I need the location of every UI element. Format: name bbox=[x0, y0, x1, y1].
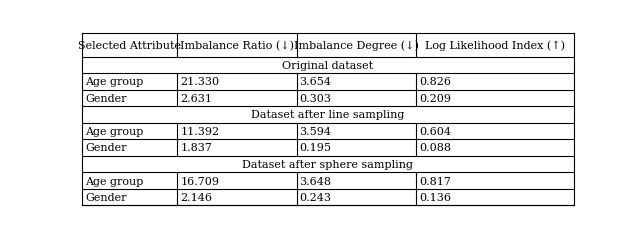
Text: 0.303: 0.303 bbox=[300, 94, 332, 104]
Text: 0.817: 0.817 bbox=[419, 176, 451, 186]
Text: Imbalance Ratio (↓): Imbalance Ratio (↓) bbox=[180, 40, 294, 51]
Text: Age group: Age group bbox=[86, 176, 144, 186]
Text: 1.837: 1.837 bbox=[180, 143, 212, 153]
Text: 0.209: 0.209 bbox=[419, 94, 451, 104]
Text: 0.088: 0.088 bbox=[419, 143, 451, 153]
Text: 0.826: 0.826 bbox=[419, 77, 451, 87]
Text: 2.146: 2.146 bbox=[180, 192, 212, 202]
Text: 11.392: 11.392 bbox=[180, 126, 220, 136]
Text: 3.648: 3.648 bbox=[300, 176, 332, 186]
Text: Age group: Age group bbox=[86, 126, 144, 136]
Text: 21.330: 21.330 bbox=[180, 77, 220, 87]
Text: Age group: Age group bbox=[86, 77, 144, 87]
Text: 0.243: 0.243 bbox=[300, 192, 332, 202]
Text: 3.594: 3.594 bbox=[300, 126, 332, 136]
Text: 3.654: 3.654 bbox=[300, 77, 332, 87]
Text: 0.136: 0.136 bbox=[419, 192, 451, 202]
Text: 2.631: 2.631 bbox=[180, 94, 212, 104]
Text: 16.709: 16.709 bbox=[180, 176, 220, 186]
Text: Imbalance Degree (↓): Imbalance Degree (↓) bbox=[294, 40, 419, 51]
Text: Dataset after line sampling: Dataset after line sampling bbox=[252, 110, 404, 120]
Text: Dataset after sphere sampling: Dataset after sphere sampling bbox=[243, 159, 413, 169]
Text: Original dataset: Original dataset bbox=[282, 61, 374, 70]
Text: Selected Attribute: Selected Attribute bbox=[78, 41, 181, 51]
Text: 0.195: 0.195 bbox=[300, 143, 332, 153]
Text: Gender: Gender bbox=[86, 94, 127, 104]
Text: Log Likelihood Index (↑): Log Likelihood Index (↑) bbox=[425, 40, 564, 51]
Text: Gender: Gender bbox=[86, 192, 127, 202]
Text: 0.604: 0.604 bbox=[419, 126, 451, 136]
Text: Gender: Gender bbox=[86, 143, 127, 153]
